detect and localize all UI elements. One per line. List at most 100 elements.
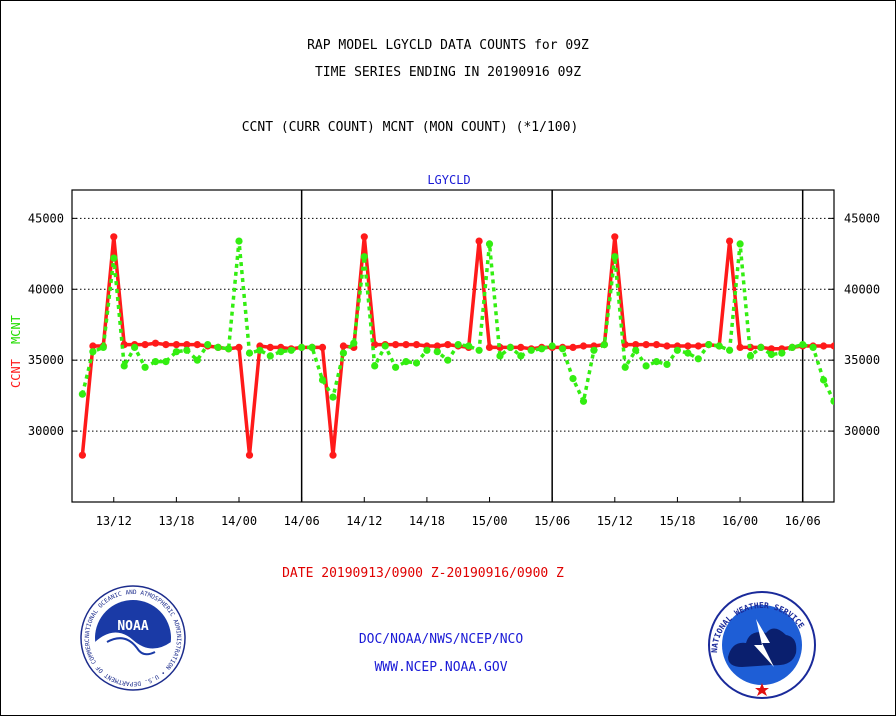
data-point-ccnt xyxy=(318,343,327,351)
data-point-ccnt xyxy=(684,342,692,350)
data-point-mcnt xyxy=(433,348,441,356)
data-point-mcnt xyxy=(318,376,327,384)
nws-logo: NATIONAL WEATHER SERVICE xyxy=(708,591,816,699)
data-point-ccnt xyxy=(266,343,274,351)
data-point-mcnt xyxy=(350,339,358,347)
data-point-mcnt xyxy=(527,346,535,354)
data-point-mcnt xyxy=(652,358,661,366)
chart-title-line2: TIME SERIES ENDING IN 20190916 09Z xyxy=(314,65,582,80)
data-point-mcnt xyxy=(172,348,180,356)
data-point-mcnt xyxy=(485,240,494,248)
data-point-mcnt xyxy=(726,346,734,354)
data-point-mcnt xyxy=(392,363,400,371)
chart-title-line3: CCNT (CURR COUNT) MCNT (MON COUNT) (*1/1… xyxy=(241,120,579,135)
xtick-label: 14/18 xyxy=(409,514,445,528)
xtick-label: 14/00 xyxy=(221,514,257,528)
data-point-ccnt xyxy=(402,341,410,349)
data-point-ccnt xyxy=(642,341,650,349)
data-point-ccnt xyxy=(235,343,243,351)
data-point-mcnt xyxy=(621,363,629,371)
data-point-ccnt xyxy=(444,341,452,349)
xtick-label: 14/06 xyxy=(284,514,320,528)
data-point-mcnt xyxy=(778,349,786,357)
data-point-ccnt xyxy=(694,342,702,350)
ytick-label-left: 35000 xyxy=(28,353,64,367)
data-point-mcnt xyxy=(569,375,577,383)
credit-website: WWW.NCEP.NOAA.GOV xyxy=(374,660,508,675)
data-point-mcnt xyxy=(705,341,713,349)
data-point-mcnt xyxy=(517,352,525,360)
data-point-mcnt xyxy=(506,343,514,351)
ytick-label-right: 45000 xyxy=(844,211,880,225)
data-point-mcnt xyxy=(329,393,337,401)
credit-agency: DOC/NOAA/NWS/NCEP/NCO xyxy=(358,632,524,647)
data-point-mcnt xyxy=(120,362,128,370)
data-point-ccnt xyxy=(663,342,671,350)
data-point-mcnt xyxy=(360,253,368,261)
ytick-label-right: 40000 xyxy=(844,282,880,296)
data-point-mcnt xyxy=(673,346,682,354)
data-point-mcnt xyxy=(266,352,274,360)
data-point-mcnt xyxy=(454,341,462,349)
noaa-badge-text: NOAA xyxy=(117,619,148,634)
data-point-mcnt xyxy=(694,355,702,363)
date-range-caption: DATE 20190913/0900 Z-20190916/0900 Z xyxy=(282,566,564,581)
xtick-label: 13/12 xyxy=(96,514,132,528)
ytick-label-left: 45000 xyxy=(28,211,64,225)
data-point-mcnt xyxy=(684,349,692,357)
grid-lines xyxy=(72,217,834,432)
data-point-ccnt xyxy=(193,341,201,349)
data-point-ccnt xyxy=(78,451,86,459)
data-point-mcnt xyxy=(183,346,191,354)
xtick-label: 16/00 xyxy=(722,514,758,528)
data-point-mcnt xyxy=(465,342,473,350)
data-point-ccnt xyxy=(392,341,400,349)
data-point-mcnt xyxy=(600,341,609,349)
data-point-mcnt xyxy=(78,390,86,398)
xtick-label: 16/06 xyxy=(785,514,821,528)
xtick-label: 13/18 xyxy=(158,514,194,528)
xtick-label: 15/12 xyxy=(597,514,633,528)
data-point-mcnt xyxy=(287,346,295,354)
data-point-ccnt xyxy=(339,342,347,350)
data-point-mcnt xyxy=(475,346,483,354)
data-point-mcnt xyxy=(298,343,306,351)
ytick-label-right: 30000 xyxy=(844,424,880,438)
data-point-mcnt xyxy=(381,342,389,350)
data-point-mcnt xyxy=(256,346,264,354)
xtick-label: 14/12 xyxy=(346,514,382,528)
data-point-ccnt xyxy=(475,237,483,245)
data-point-mcnt xyxy=(830,397,834,405)
data-point-mcnt xyxy=(736,240,744,248)
data-point-mcnt xyxy=(204,341,212,349)
data-point-ccnt xyxy=(736,343,744,351)
ytick-label-left: 30000 xyxy=(28,424,64,438)
data-point-mcnt xyxy=(444,356,452,364)
noaa-logo: NOAA NATIONAL OCEANIC AND ATMOSPHERIC AD… xyxy=(80,585,186,691)
data-point-mcnt xyxy=(496,352,504,360)
data-point-mcnt xyxy=(371,362,379,370)
data-point-ccnt xyxy=(611,233,619,241)
data-point-mcnt xyxy=(412,359,421,367)
data-point-ccnt xyxy=(820,342,828,350)
data-point-ccnt xyxy=(726,237,734,245)
data-point-mcnt xyxy=(110,254,118,262)
y-axis-label-ccnt: CCNT xyxy=(9,359,23,388)
panel-label: LGYCLD xyxy=(427,173,470,187)
data-point-ccnt xyxy=(172,341,180,349)
data-point-mcnt xyxy=(402,358,410,366)
data-point-mcnt xyxy=(225,345,233,353)
data-point-ccnt xyxy=(412,341,421,349)
data-point-mcnt xyxy=(579,397,588,405)
data-point-ccnt xyxy=(652,341,661,349)
data-point-mcnt xyxy=(235,237,243,245)
xtick-label: 15/06 xyxy=(534,514,570,528)
xtick-label: 15/18 xyxy=(659,514,695,528)
data-point-ccnt xyxy=(360,233,368,241)
data-point-ccnt xyxy=(433,342,441,350)
data-point-mcnt xyxy=(277,348,285,356)
data-point-mcnt xyxy=(788,343,796,351)
data-point-mcnt xyxy=(632,346,640,354)
data-point-ccnt xyxy=(110,233,118,241)
